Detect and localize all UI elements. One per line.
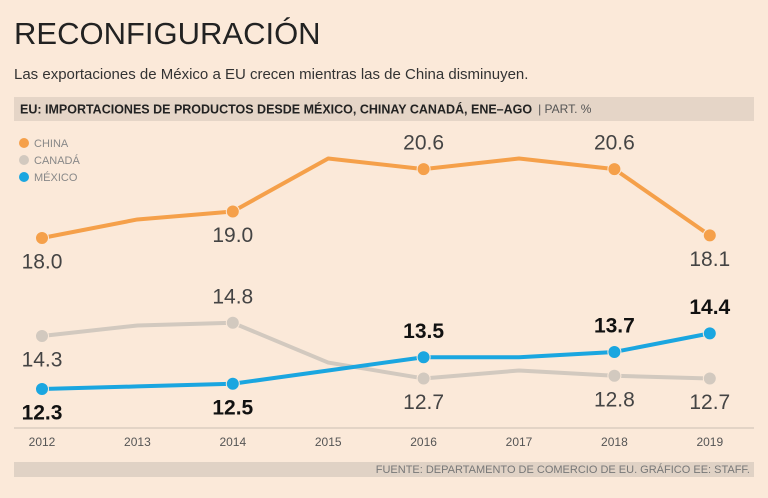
x-tick-label: 2014 (219, 435, 246, 449)
data-label: 18.1 (689, 248, 730, 271)
data-point (702, 228, 717, 243)
x-tick-label: 2017 (506, 435, 533, 449)
data-point (225, 204, 240, 219)
legend-label: CANADÁ (34, 154, 81, 167)
data-label: 14.8 (212, 285, 253, 308)
data-point (416, 350, 431, 365)
legend-marker (19, 155, 29, 165)
x-tick-label: 2013 (124, 435, 151, 449)
data-point (35, 231, 49, 245)
chart-title: RECONFIGURACIÓN (14, 16, 321, 51)
header-bar (14, 97, 754, 121)
data-point (416, 371, 431, 386)
x-tick-label: 2012 (29, 435, 56, 449)
data-label: 13.5 (403, 320, 444, 343)
legend-marker (19, 172, 29, 182)
data-label: 14.3 (22, 349, 63, 372)
data-label: 12.3 (22, 402, 63, 425)
legend-label: CHINA (34, 138, 69, 150)
data-point (607, 162, 622, 177)
data-label: 12.7 (689, 391, 730, 414)
legend-label: MÉXICO (34, 171, 78, 184)
series-line (41, 156, 711, 240)
series-line (41, 331, 711, 392)
header: EU: IMPORTACIONES DE PRODUCTOS DESDE MÉX… (20, 101, 532, 116)
data-point (225, 315, 240, 330)
data-point (35, 329, 49, 344)
x-tick-label: 2018 (601, 435, 628, 449)
data-point (607, 368, 622, 383)
x-tick-label: 2016 (410, 435, 437, 449)
source: FUENTE: DEPARTAMENTO DE COMERCIO DE EU. … (376, 463, 750, 476)
data-point (607, 344, 622, 359)
data-point (702, 371, 717, 386)
x-tick-label: 2019 (696, 435, 723, 449)
series-line (41, 320, 710, 381)
x-tick-label: 2015 (315, 435, 342, 449)
data-label: 20.6 (594, 132, 635, 155)
subtitle: Las exportaciones de México a EU crecen … (14, 66, 528, 83)
data-point (35, 382, 49, 397)
data-point (225, 376, 240, 391)
data-point (702, 326, 717, 341)
data-label: 18.0 (22, 251, 63, 274)
data-label: 12.5 (212, 396, 253, 419)
data-label: 12.7 (403, 391, 444, 414)
data-label: 19.0 (212, 224, 253, 247)
legend-marker (19, 138, 29, 148)
data-label: 12.8 (594, 388, 635, 411)
data-label: 20.6 (403, 132, 444, 155)
data-label: 13.7 (594, 314, 635, 337)
unit: | PART. % (538, 102, 592, 116)
data-point (416, 162, 431, 177)
data-label: 14.4 (689, 296, 730, 319)
footer-bar (14, 462, 754, 477)
